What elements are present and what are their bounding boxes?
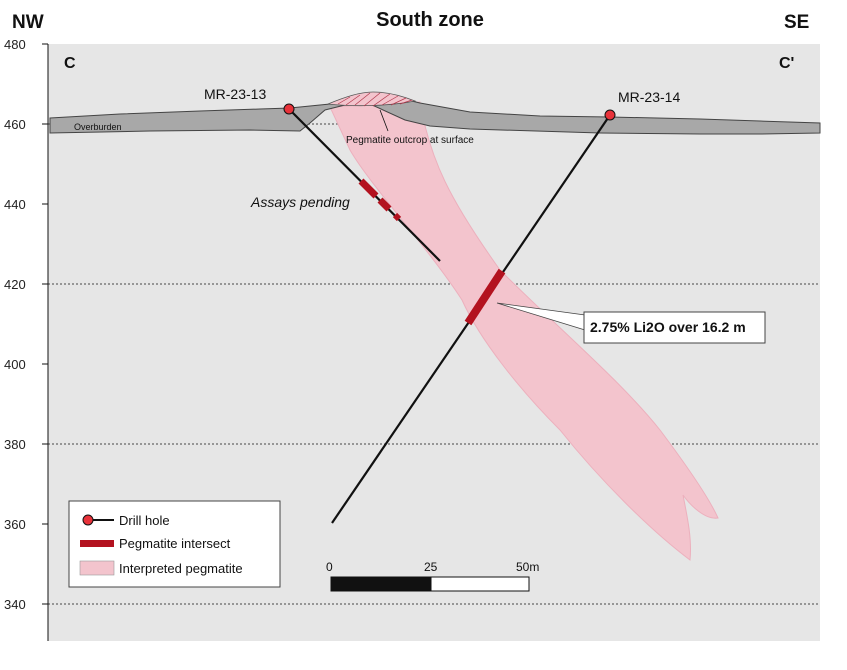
elevation-tick-label: 360 <box>4 517 26 532</box>
diagram-title: South zone <box>376 9 484 31</box>
elevation-axis-ticks <box>42 43 48 605</box>
corner-label-se: SE <box>784 12 809 33</box>
legend-drill-hole-icon <box>82 514 94 526</box>
elevation-tick-label: 480 <box>4 37 26 52</box>
corner-label-nw: NW <box>12 12 44 33</box>
scale-bar-black-segment <box>330 576 432 592</box>
elevation-tick-label: 340 <box>4 597 26 612</box>
elevation-tick-label: 440 <box>4 197 26 212</box>
scale-bar-white-segment <box>430 576 530 592</box>
pegmatite-intersect-mr-23-14 <box>464 268 506 326</box>
section-label-right: C' <box>779 55 794 72</box>
legend-intersect-label: Pegmatite intersect <box>119 536 231 551</box>
legend-pegmatite-label: Interpreted pegmatite <box>119 561 243 576</box>
callout-box <box>583 311 766 344</box>
elevation-tick-label: 460 <box>4 117 26 132</box>
assays-pending-label: Assays pending <box>250 194 350 210</box>
overburden-label: Overburden <box>74 122 122 132</box>
intercept-callout: 2.75% Li2O over 16.2 m <box>590 319 746 335</box>
callout-pointer <box>496 302 586 331</box>
elevation-tick-label: 400 <box>4 357 26 372</box>
outcrop-hatching <box>337 92 413 107</box>
scale-bar: 0 25 50m <box>326 560 539 592</box>
scale-label-50: 50m <box>516 560 539 574</box>
intersect-segment <box>377 197 392 212</box>
legend-intersect-swatch <box>80 540 114 547</box>
outcrop-label: Pegmatite outcrop at surface <box>346 135 474 146</box>
legend-pegmatite-swatch <box>79 560 115 576</box>
pegmatite-intersects-mr-23-13 <box>358 178 402 222</box>
intersect-segment <box>392 212 402 222</box>
intersect-segment <box>358 178 379 199</box>
outcrop-leader <box>379 109 389 132</box>
drill-hole-label-mr-23-13: MR-23-13 <box>204 86 266 102</box>
elevation-axis-labels: 480 460 440 420 400 380 360 340 <box>4 37 26 612</box>
elevation-tick-label: 380 <box>4 437 26 452</box>
collar-mr-23-14 <box>604 109 616 121</box>
scale-label-0: 0 <box>326 560 333 574</box>
legend: Drill hole Pegmatite intersect Interpret… <box>68 500 281 588</box>
section-label-left: C <box>64 55 76 72</box>
elevation-tick-label: 420 <box>4 277 26 292</box>
legend-drill-hole-label: Drill hole <box>119 513 170 528</box>
collar-mr-23-13 <box>283 103 295 115</box>
drill-hole-label-mr-23-14: MR-23-14 <box>618 89 680 105</box>
scale-label-25: 25 <box>424 560 438 574</box>
